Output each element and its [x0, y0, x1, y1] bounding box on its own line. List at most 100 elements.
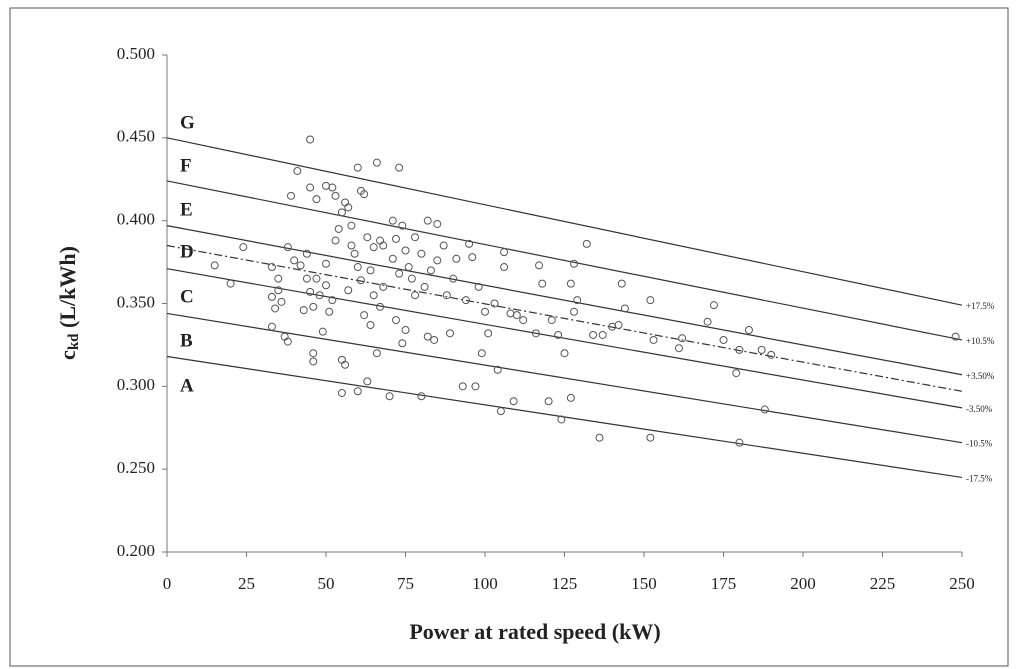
data-point	[423, 332, 432, 341]
y-tick-label: 0.350	[117, 292, 155, 311]
data-point	[344, 203, 353, 212]
data-point	[433, 256, 442, 265]
data-point	[509, 397, 518, 406]
data-point	[360, 190, 369, 199]
region-label: E	[180, 199, 193, 220]
data-point	[293, 166, 302, 175]
data-point	[646, 296, 655, 305]
data-point	[620, 304, 629, 313]
data-point	[535, 261, 544, 270]
data-point	[395, 163, 404, 172]
x-tick-label: 0	[163, 574, 172, 593]
data-point	[328, 296, 337, 305]
data-point	[388, 254, 397, 263]
data-point	[372, 158, 381, 167]
data-point	[274, 286, 283, 295]
data-point	[239, 243, 248, 252]
x-tick-label: 200	[790, 574, 816, 593]
data-point	[452, 254, 461, 263]
region-label: A	[180, 375, 194, 396]
data-point	[468, 253, 477, 262]
data-point	[337, 208, 346, 217]
data-point	[420, 282, 429, 291]
data-point	[309, 349, 318, 358]
data-point	[302, 249, 311, 258]
data-point	[477, 349, 486, 358]
line-end-label: +10.5%	[966, 336, 995, 346]
data-point	[461, 296, 470, 305]
data-point	[341, 198, 350, 207]
data-point	[334, 224, 343, 233]
data-point	[277, 297, 286, 306]
data-point	[566, 279, 575, 288]
data-point	[560, 349, 569, 358]
data-point	[709, 301, 718, 310]
data-point	[423, 216, 432, 225]
data-point	[674, 344, 683, 353]
data-point	[306, 287, 315, 296]
data-point	[302, 274, 311, 283]
data-point	[267, 322, 276, 331]
y-tick-label: 0.300	[117, 375, 155, 394]
data-point	[398, 339, 407, 348]
data-point	[337, 355, 346, 364]
data-point	[309, 302, 318, 311]
data-point	[582, 239, 591, 248]
region-label: G	[180, 112, 195, 133]
region-label: B	[180, 330, 193, 351]
line-end-label: -17.5%	[966, 474, 993, 484]
x-tick-label: 225	[870, 574, 896, 593]
line-end-label: +17.5%	[966, 301, 995, 311]
data-point	[678, 334, 687, 343]
data-point	[318, 327, 327, 336]
data-point	[512, 311, 521, 320]
data-point	[360, 311, 369, 320]
data-point	[395, 269, 404, 278]
y-tick-label: 0.500	[117, 44, 155, 63]
data-point	[496, 407, 505, 416]
line-end-label: +3.50%	[966, 371, 995, 381]
data-point	[267, 292, 276, 301]
reference-line	[166, 312, 963, 444]
data-point	[388, 216, 397, 225]
data-point	[404, 263, 413, 272]
data-point	[280, 332, 289, 341]
y-label-unit: (L/kWh)	[55, 246, 80, 333]
data-point	[398, 221, 407, 230]
data-point	[267, 263, 276, 272]
x-tick-label: 150	[631, 574, 657, 593]
data-point	[341, 360, 350, 369]
data-point	[312, 195, 321, 204]
data-point	[376, 302, 385, 311]
reference-line	[166, 137, 963, 306]
data-point	[369, 243, 378, 252]
data-point	[347, 221, 356, 230]
x-tick-label: 100	[472, 574, 498, 593]
data-point	[570, 259, 579, 268]
data-point	[350, 249, 359, 258]
data-point	[484, 329, 493, 338]
data-point	[433, 219, 442, 228]
data-point	[573, 296, 582, 305]
data-point	[760, 405, 769, 414]
data-point	[500, 248, 509, 257]
data-point	[376, 236, 385, 245]
data-point	[430, 335, 439, 344]
data-point	[306, 135, 315, 144]
y-tick-label: 0.200	[117, 541, 155, 560]
data-point	[411, 291, 420, 300]
data-point	[471, 382, 480, 391]
reference-line	[166, 180, 963, 341]
data-point	[703, 317, 712, 326]
data-point	[732, 369, 741, 378]
data-point	[385, 392, 394, 401]
data-point	[474, 282, 483, 291]
data-point	[554, 330, 563, 339]
data-point	[411, 233, 420, 242]
line-end-label: -3.50%	[966, 404, 993, 414]
data-point	[283, 243, 292, 252]
data-point	[271, 304, 280, 313]
data-point	[306, 183, 315, 192]
data-point	[312, 274, 321, 283]
